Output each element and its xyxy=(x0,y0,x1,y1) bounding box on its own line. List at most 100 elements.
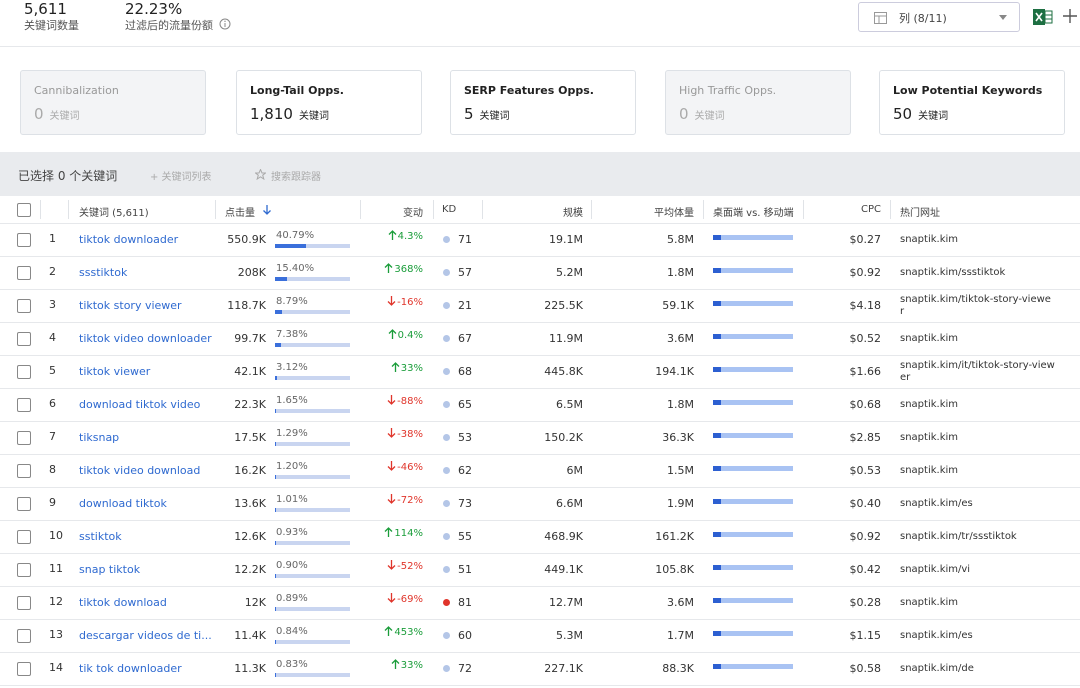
top-url[interactable]: snaptik.kim xyxy=(900,597,959,608)
top-url[interactable]: snaptik.kim/tiktok-story-viewer xyxy=(900,294,1051,317)
checkbox[interactable] xyxy=(17,299,31,313)
keyword-link[interactable]: tik tok downloader xyxy=(79,662,182,675)
column-header[interactable]: 桌面端 vs. 移动端 xyxy=(713,208,794,219)
filter-card[interactable]: High Traffic Opps. 0 关键词 xyxy=(665,70,851,135)
keyword-link[interactable]: sstiktok xyxy=(79,530,122,543)
column-separator xyxy=(482,200,483,219)
up-arrow xyxy=(388,230,397,240)
share-bar xyxy=(275,409,277,413)
share-bar-track xyxy=(275,475,350,479)
filter-card[interactable]: Low Potential Keywords 50 关键词 xyxy=(879,70,1065,135)
star-icon xyxy=(255,169,266,180)
keyword-link[interactable]: tiktok download xyxy=(79,596,167,609)
keyword-link[interactable]: tiktok video downloader xyxy=(79,332,212,345)
filter-card[interactable]: Long-Tail Opps. 1,810 关键词 xyxy=(236,70,422,135)
average-volume: 161.2K xyxy=(655,530,694,543)
checkbox[interactable] xyxy=(17,497,31,511)
card-count: 50 xyxy=(893,105,913,123)
checkbox[interactable] xyxy=(17,233,31,247)
filter-card[interactable]: SERP Features Opps. 5 关键词 xyxy=(450,70,636,135)
top-url[interactable]: snaptik.kim xyxy=(900,333,959,344)
column-header[interactable]: 平均体量 xyxy=(654,208,694,219)
keyword-link[interactable]: snap tiktok xyxy=(79,563,141,576)
change-value: -52% xyxy=(397,561,423,572)
keyword-link[interactable]: tiksnap xyxy=(79,431,120,444)
add-list-button[interactable]: + 关键词列表 xyxy=(150,172,212,183)
keyword-link[interactable]: descargar videos de ti... xyxy=(79,629,212,642)
columns-button[interactable]: 列 (8/11) xyxy=(858,2,1020,32)
checkbox[interactable] xyxy=(17,596,31,610)
top-url[interactable]: snaptik.kim/es xyxy=(900,630,973,641)
sort-icon[interactable] xyxy=(262,205,272,215)
keyword-link[interactable]: tiktok story viewer xyxy=(79,299,182,312)
desktop-share xyxy=(713,631,721,636)
column-header[interactable]: 规模 xyxy=(563,208,583,219)
cpc: $1.15 xyxy=(849,629,882,642)
kd-value: 21 xyxy=(458,299,472,312)
top-url[interactable]: snaptik.kim/de xyxy=(900,663,974,674)
checkbox[interactable] xyxy=(17,563,31,577)
device-bar xyxy=(713,631,793,636)
row-divider xyxy=(0,322,1080,323)
up-arrow xyxy=(391,659,400,669)
top-url[interactable]: snaptik.kim/ssstiktok xyxy=(900,267,1006,278)
row-divider xyxy=(0,223,1080,224)
checkbox[interactable] xyxy=(17,398,31,412)
column-header[interactable]: 变动 xyxy=(403,208,423,219)
checkbox[interactable] xyxy=(17,629,31,643)
desktop-share xyxy=(713,268,721,273)
info-icon[interactable] xyxy=(219,18,231,30)
average-volume: 194.1K xyxy=(655,365,694,378)
checkbox[interactable] xyxy=(17,464,31,478)
filter-card[interactable]: Cannibalization 0 关键词 xyxy=(20,70,206,135)
change-value: 33% xyxy=(400,363,423,374)
share-bar-track xyxy=(275,376,350,380)
top-url[interactable]: snaptik.kim xyxy=(900,465,959,476)
checkbox[interactable] xyxy=(17,332,31,346)
top-url[interactable]: snaptik.kim/it/tiktok-story-viewer xyxy=(900,360,1055,383)
share-bar-track xyxy=(275,574,350,578)
share-bar xyxy=(275,343,281,347)
column-separator xyxy=(40,200,41,219)
add-icon[interactable] xyxy=(1063,9,1077,23)
down-arrow xyxy=(387,395,396,405)
top-url[interactable]: snaptik.kim/vi xyxy=(900,564,971,575)
card-unit: 关键词 xyxy=(918,111,949,122)
tracker-button[interactable]: 搜索跟踪器 xyxy=(271,172,321,183)
keyword-link[interactable]: tiktok video download xyxy=(79,464,201,477)
card-unit: 关键词 xyxy=(479,111,510,122)
change-value: 33% xyxy=(400,660,423,671)
excel-icon[interactable] xyxy=(1033,8,1053,26)
traffic-share: 0.90% xyxy=(276,560,308,571)
traffic-share: 7.38% xyxy=(276,329,308,340)
checkbox[interactable] xyxy=(17,662,31,676)
card-value: 50 关键词 xyxy=(893,105,948,123)
checkbox[interactable] xyxy=(17,266,31,280)
keyword-link[interactable]: download tiktok xyxy=(79,497,167,510)
column-header[interactable]: KD xyxy=(442,204,457,215)
row-number: 9 xyxy=(49,496,56,509)
keyword-link[interactable]: download tiktok video xyxy=(79,398,201,411)
desktop-share xyxy=(713,664,721,669)
column-header[interactable]: 点击量 xyxy=(225,208,255,219)
top-url[interactable]: snaptik.kim xyxy=(900,432,959,443)
checkbox[interactable] xyxy=(17,530,31,544)
top-url[interactable]: snaptik.kim/es xyxy=(900,498,973,509)
top-url[interactable]: snaptik.kim/tr/ssstiktok xyxy=(900,531,1017,542)
average-volume: 3.6M xyxy=(667,596,694,609)
checkbox[interactable] xyxy=(17,431,31,445)
keyword-link[interactable]: tiktok viewer xyxy=(79,365,151,378)
column-header[interactable]: CPC xyxy=(861,204,881,215)
top-url[interactable]: snaptik.kim xyxy=(900,234,959,245)
column-header[interactable]: 关键词 (5,611) xyxy=(79,208,149,219)
column-separator xyxy=(803,200,804,219)
kd-dot xyxy=(443,599,450,606)
checkbox[interactable] xyxy=(17,203,31,217)
keyword-link[interactable]: tiktok downloader xyxy=(79,233,179,246)
column-header[interactable]: 热门网址 xyxy=(900,208,940,219)
change: -52% xyxy=(387,560,423,572)
keyword-link[interactable]: ssstiktok xyxy=(79,266,128,279)
top-url[interactable]: snaptik.kim xyxy=(900,399,959,410)
checkbox[interactable] xyxy=(17,365,31,379)
share-bar-track xyxy=(275,310,350,314)
